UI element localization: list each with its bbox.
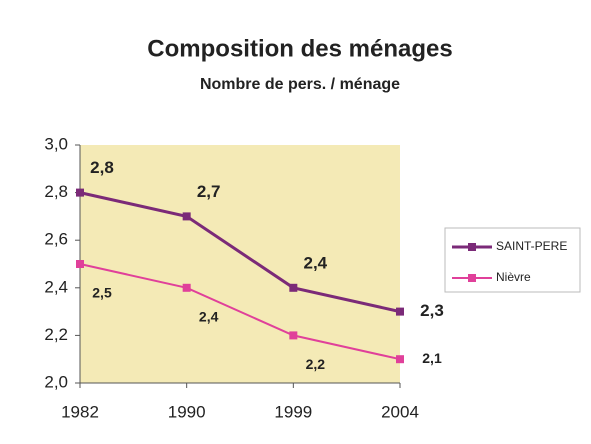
x-tick-label: 2004 <box>381 402 419 421</box>
plot-area <box>80 145 400 383</box>
point <box>289 331 298 340</box>
data-label: 2,1 <box>422 350 442 366</box>
legend-label: SAINT-PERE <box>496 239 567 253</box>
data-label: 2,5 <box>92 285 112 301</box>
data-label: 2,7 <box>197 182 221 201</box>
chart-title: Composition des ménages <box>147 35 452 62</box>
y-tick-label: 2,0 <box>44 372 68 391</box>
point <box>182 283 191 292</box>
series-line <box>79 191 401 314</box>
point <box>396 355 404 364</box>
x-tick-label: 1982 <box>61 402 99 421</box>
legend-marker <box>468 243 476 251</box>
y-tick-label: 2,2 <box>44 325 68 344</box>
data-label: 2,4 <box>304 253 328 272</box>
data-label: 2,2 <box>306 356 326 372</box>
point <box>182 212 191 221</box>
series-line <box>79 263 401 361</box>
chart-subtitle: Nombre de pers. / ménage <box>200 76 400 93</box>
point <box>76 260 84 268</box>
data-label: 2,3 <box>420 301 444 320</box>
point <box>76 188 84 197</box>
y-tick-label: 3,0 <box>44 134 68 153</box>
x-tick-label: 1999 <box>274 402 312 421</box>
x-tick-label: 1990 <box>168 402 206 421</box>
data-label: 2,4 <box>199 309 219 325</box>
legend-label: Nièvre <box>496 270 531 284</box>
point <box>396 307 404 316</box>
y-tick-label: 2,4 <box>44 277 68 296</box>
data-label: 2,8 <box>90 158 114 177</box>
legend-box <box>444 227 581 293</box>
y-tick-label: 2,8 <box>44 182 68 201</box>
point <box>289 283 298 292</box>
legend-marker <box>468 274 476 282</box>
y-tick-label: 2,6 <box>44 230 68 249</box>
